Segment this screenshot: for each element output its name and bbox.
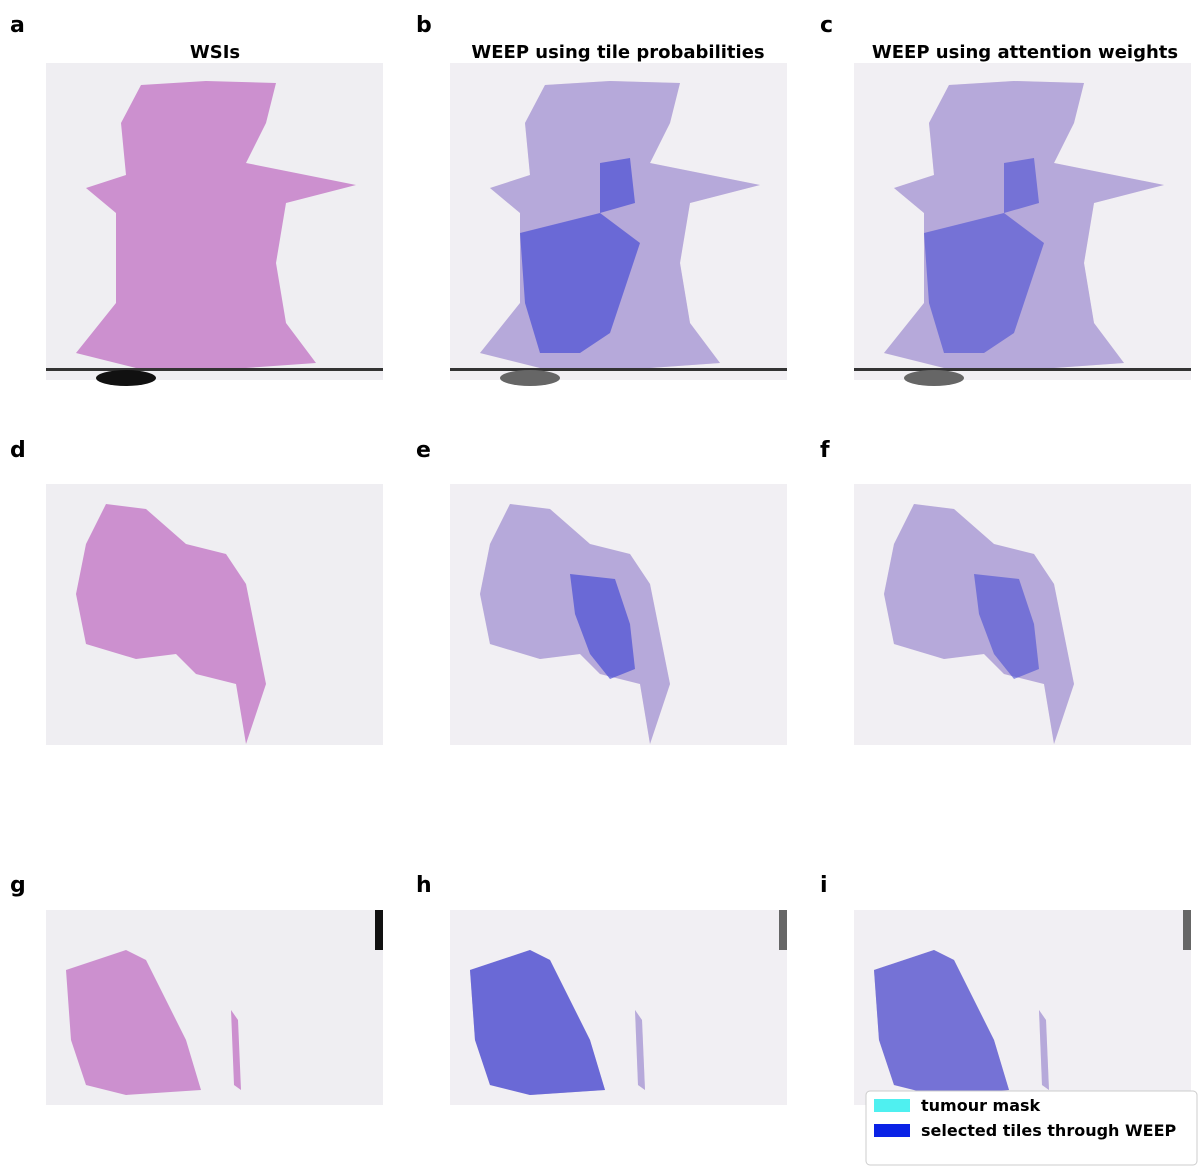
panel-label: c [820,13,833,38]
legend: tumour mask selected tiles through WEEP [866,1091,1197,1165]
panel-label: f [820,438,830,463]
legend-text: tumour mask [921,1096,1041,1115]
slide-edge [1183,910,1191,950]
slide-edge [779,910,787,950]
panel-images [46,63,1191,1105]
slide-edge [375,910,383,950]
slide-image [854,910,1191,1105]
legend-swatch [874,1099,910,1112]
slide-image [854,63,1191,386]
column-title: WSIs [190,42,240,63]
column-title: WEEP using attention weights [872,42,1178,63]
slide-shadow [500,370,560,386]
slide-edge [46,368,383,371]
slide-image [450,484,787,745]
figure: a b c d e f g h i WSIs WEEP using tile p… [0,0,1201,1166]
legend-text: selected tiles through WEEP [921,1121,1177,1140]
panel-label: h [416,873,432,898]
column-title: WEEP using tile probabilities [471,42,764,63]
slide-image [46,484,383,745]
legend-swatch [874,1124,910,1137]
panel-label: a [10,13,25,38]
slide-image [46,63,383,386]
panel-label: d [10,438,26,463]
panel-label: i [820,873,828,898]
panel-label: e [416,438,431,463]
slide-shadow [96,370,156,386]
slide-shadow [904,370,964,386]
slide-image [450,63,787,386]
slide-image [46,910,383,1105]
slide-image [854,484,1191,745]
slide-image [450,910,787,1105]
slide-edge [450,368,787,371]
panel-label: g [10,873,26,898]
slide-edge [854,368,1191,371]
panel-label: b [416,13,432,38]
